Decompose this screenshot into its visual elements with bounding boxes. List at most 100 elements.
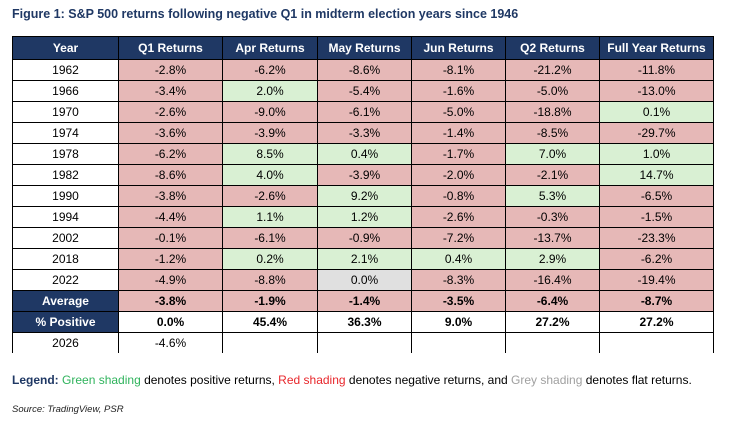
return-cell: -2.0%	[411, 164, 506, 186]
average-cell: -8.7%	[599, 290, 714, 312]
header-q1: Q1 Returns	[118, 36, 223, 60]
return-cell: -3.9%	[317, 164, 412, 186]
return-cell: -4.4%	[118, 206, 223, 228]
legend-label: Legend:	[12, 373, 59, 387]
year-cell: 2022	[12, 269, 119, 291]
table-row: 2022 -4.9% -8.8% 0.0% -8.3% -16.4% -19.4%	[12, 269, 714, 291]
pct-positive-cell: 27.2%	[505, 311, 600, 333]
return-cell: -8.5%	[505, 122, 600, 144]
pct-positive-cell: 0.0%	[118, 311, 223, 333]
return-cell: 5.3%	[505, 185, 600, 207]
return-cell: 2.9%	[505, 248, 600, 270]
year-cell: 1994	[12, 206, 119, 228]
returns-table: Year Q1 Returns Apr Returns May Returns …	[12, 36, 714, 353]
legend-text-1: denotes positive returns,	[140, 373, 279, 387]
return-cell: -8.8%	[222, 269, 318, 291]
return-cell: -4.6%	[118, 332, 223, 353]
return-cell: -9.0%	[222, 101, 318, 123]
current-year-row: 2026 -4.6%	[12, 332, 714, 353]
year-cell: 1970	[12, 101, 119, 123]
return-cell: -6.2%	[222, 59, 318, 81]
return-cell	[411, 332, 506, 353]
return-cell: -8.3%	[411, 269, 506, 291]
return-cell: -18.8%	[505, 101, 600, 123]
return-cell: -6.5%	[599, 185, 714, 207]
return-cell: 2.1%	[317, 248, 412, 270]
return-cell: 1.2%	[317, 206, 412, 228]
return-cell: -0.1%	[118, 227, 223, 249]
return-cell: 0.1%	[599, 101, 714, 123]
return-cell	[599, 332, 714, 353]
header-apr: Apr Returns	[222, 36, 318, 60]
return-cell: -0.3%	[505, 206, 600, 228]
return-cell: 1.1%	[222, 206, 318, 228]
return-cell: -1.4%	[411, 122, 506, 144]
return-cell: -2.6%	[222, 185, 318, 207]
return-cell: 0.4%	[317, 143, 412, 165]
return-cell: -3.8%	[118, 185, 223, 207]
pct-positive-cell: 27.2%	[599, 311, 714, 333]
table-row: 2018 -1.2% 0.2% 2.1% 0.4% 2.9% -6.2%	[12, 248, 714, 270]
year-cell: 1982	[12, 164, 119, 186]
return-cell: -1.2%	[118, 248, 223, 270]
return-cell: -1.7%	[411, 143, 506, 165]
legend-text-3: denotes flat returns.	[582, 373, 692, 387]
average-cell: -1.4%	[317, 290, 412, 312]
average-cell: -1.9%	[222, 290, 318, 312]
return-cell: -2.1%	[505, 164, 600, 186]
pct-positive-cell: 36.3%	[317, 311, 412, 333]
return-cell: -1.6%	[411, 80, 506, 102]
legend-green: Green shading	[62, 373, 141, 387]
table-row: 1994 -4.4% 1.1% 1.2% -2.6% -0.3% -1.5%	[12, 206, 714, 228]
return-cell	[505, 332, 600, 353]
legend-red: Red shading	[278, 373, 346, 387]
return-cell: -8.6%	[118, 164, 223, 186]
figure-title: Figure 1: S&P 500 returns following nega…	[12, 7, 519, 21]
table-row: 1962 -2.8% -6.2% -8.6% -8.1% -21.2% -11.8%	[12, 59, 714, 81]
return-cell: -11.8%	[599, 59, 714, 81]
return-cell: 4.0%	[222, 164, 318, 186]
return-cell: 14.7%	[599, 164, 714, 186]
header-q2: Q2 Returns	[505, 36, 600, 60]
average-row: Average -3.8% -1.9% -1.4% -3.5% -6.4% -8.7%	[12, 290, 714, 312]
header-year: Year	[12, 36, 119, 60]
return-cell: -21.2%	[505, 59, 600, 81]
table-row: 1974 -3.6% -3.9% -3.3% -1.4% -8.5% -29.7%	[12, 122, 714, 144]
return-cell: 8.5%	[222, 143, 318, 165]
pct-positive-label: % Positive	[12, 311, 119, 333]
header-jun: Jun Returns	[411, 36, 506, 60]
return-cell: -29.7%	[599, 122, 714, 144]
year-cell: 1966	[12, 80, 119, 102]
return-cell: -1.5%	[599, 206, 714, 228]
table-row: 1982 -8.6% 4.0% -3.9% -2.0% -2.1% 14.7%	[12, 164, 714, 186]
return-cell: -8.6%	[317, 59, 412, 81]
return-cell: 0.0%	[317, 269, 412, 291]
return-cell: -2.8%	[118, 59, 223, 81]
return-cell: -3.3%	[317, 122, 412, 144]
return-cell: 7.0%	[505, 143, 600, 165]
table-row: 1978 -6.2% 8.5% 0.4% -1.7% 7.0% 1.0%	[12, 143, 714, 165]
legend-text-2: denotes negative returns, and	[345, 373, 512, 387]
pct-positive-cell: 45.4%	[222, 311, 318, 333]
year-cell: 2002	[12, 227, 119, 249]
return-cell: -3.9%	[222, 122, 318, 144]
table-row: 1970 -2.6% -9.0% -6.1% -5.0% -18.8% 0.1%	[12, 101, 714, 123]
average-cell: -3.5%	[411, 290, 506, 312]
year-cell: 1974	[12, 122, 119, 144]
header-may: May Returns	[317, 36, 412, 60]
return-cell: -4.9%	[118, 269, 223, 291]
return-cell: -13.0%	[599, 80, 714, 102]
year-cell: 2018	[12, 248, 119, 270]
return-cell: -0.9%	[317, 227, 412, 249]
legend-grey: Grey shading	[511, 373, 583, 387]
year-cell: 1962	[12, 59, 119, 81]
return-cell: -8.1%	[411, 59, 506, 81]
header-row: Year Q1 Returns Apr Returns May Returns …	[12, 36, 714, 60]
return-cell: -6.1%	[317, 101, 412, 123]
table-row: 1966 -3.4% 2.0% -5.4% -1.6% -5.0% -13.0%	[12, 80, 714, 102]
year-cell: 1990	[12, 185, 119, 207]
average-label: Average	[12, 290, 119, 312]
header-full-year: Full Year Returns	[599, 36, 714, 60]
return-cell: 9.2%	[317, 185, 412, 207]
return-cell: -13.7%	[505, 227, 600, 249]
